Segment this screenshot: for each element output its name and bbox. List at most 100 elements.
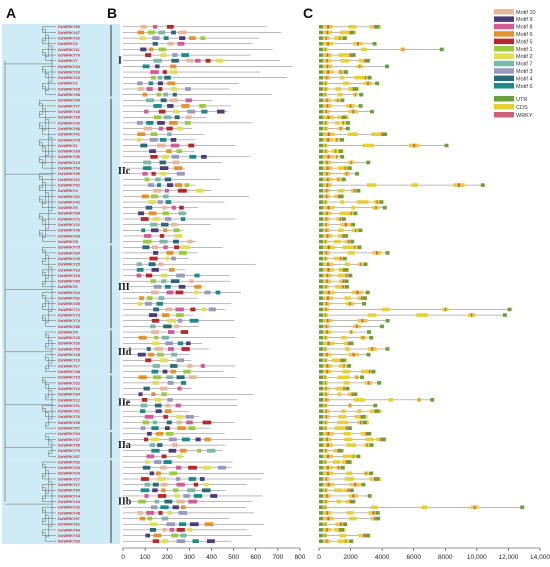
gene-name: DoWRKY73 xyxy=(58,312,81,317)
gene-name: DoWRKY51 xyxy=(58,409,81,414)
cds-box xyxy=(348,25,357,29)
utr-box xyxy=(382,205,387,210)
motif-box xyxy=(161,279,167,284)
gene-name: DoWRKY74 xyxy=(58,318,81,323)
utr-box xyxy=(379,200,384,204)
utr-box xyxy=(349,539,354,543)
utr-box xyxy=(341,177,346,182)
cds-box xyxy=(332,460,341,464)
motif-box xyxy=(166,420,172,425)
motif-box xyxy=(181,347,190,351)
utr-box xyxy=(319,358,323,363)
utr-box xyxy=(319,245,323,250)
motif-box xyxy=(152,217,160,221)
motif-box xyxy=(181,104,190,108)
wrky-domain xyxy=(344,166,346,170)
utr-box xyxy=(319,217,323,221)
motif-box xyxy=(153,251,159,255)
motif-box xyxy=(141,194,149,199)
axis-tick-label: 0 xyxy=(121,554,125,561)
wrky-domain xyxy=(355,228,357,233)
utr-box xyxy=(319,64,323,69)
wrky-domain xyxy=(326,171,328,176)
motif-box xyxy=(169,527,175,532)
motif-box xyxy=(148,81,153,86)
motif-box xyxy=(175,403,181,408)
cds-box xyxy=(342,369,351,374)
motif-box xyxy=(146,511,155,515)
utr-box xyxy=(344,234,349,238)
cds-box xyxy=(347,251,355,255)
motif-box xyxy=(158,126,164,131)
utr-box xyxy=(319,398,323,402)
gene-name: DoWRKY4 xyxy=(58,188,79,193)
legend-label: Motif 2 xyxy=(516,54,533,60)
motif-box xyxy=(186,58,194,63)
wrky-domain xyxy=(324,200,326,204)
motif-box xyxy=(152,24,158,29)
motif-box xyxy=(166,522,176,527)
wrky-domain xyxy=(326,53,329,57)
gene-name: DoWRKY57 xyxy=(58,426,81,431)
motif-box xyxy=(164,177,172,182)
motif-box xyxy=(147,183,155,187)
motif-box xyxy=(172,92,177,97)
legend-swatch xyxy=(494,46,514,52)
axis-tick-label: 400 xyxy=(206,554,217,561)
motif-box xyxy=(167,41,174,46)
cds-box xyxy=(339,533,347,538)
utr-box xyxy=(319,183,323,187)
utr-box xyxy=(350,30,355,35)
motif-box xyxy=(145,98,155,103)
motif-box xyxy=(166,290,174,295)
wrky-domain xyxy=(337,465,340,470)
group-band xyxy=(2,244,120,330)
gene-name: DoWRKY89 xyxy=(58,279,81,284)
utr-box xyxy=(319,460,323,464)
group-label: III xyxy=(118,282,130,293)
utr-box xyxy=(319,516,323,521)
motif-box xyxy=(183,494,190,498)
motif-box xyxy=(190,307,196,312)
motif-box xyxy=(142,64,150,69)
motif-box xyxy=(158,511,163,515)
cds-box xyxy=(337,92,343,97)
motif-box xyxy=(189,522,199,527)
wrky-domain xyxy=(325,539,328,543)
motif-box xyxy=(138,211,145,216)
motif-box xyxy=(160,98,167,103)
wrky-domain xyxy=(352,109,355,114)
motif-box xyxy=(152,36,160,41)
motif-box xyxy=(158,262,164,267)
motif-box xyxy=(136,273,142,278)
motif-box xyxy=(151,426,159,431)
gene-name: DoWRKY76 xyxy=(58,414,81,419)
motif-box xyxy=(139,36,146,41)
cds-box xyxy=(333,149,344,153)
utr-box xyxy=(319,539,323,543)
utr-box xyxy=(319,448,323,453)
utr-box xyxy=(340,155,345,159)
motif-box xyxy=(169,267,175,272)
axis-tick-label: 4000 xyxy=(375,554,390,561)
motif-box xyxy=(164,499,173,504)
motif-box xyxy=(169,121,178,125)
motif-box xyxy=(142,420,149,425)
motif-box xyxy=(144,494,149,498)
utr-box xyxy=(319,92,323,97)
cds-box xyxy=(346,471,353,476)
utr-box xyxy=(342,256,347,261)
wrky-domain xyxy=(326,183,329,187)
utr-box xyxy=(319,522,323,527)
cds-box xyxy=(362,143,375,148)
motif-box xyxy=(164,75,171,80)
wrky-domain xyxy=(327,262,330,267)
utr-box xyxy=(384,64,389,69)
axis-tick-label: 10,000 xyxy=(467,554,487,561)
wrky-domain xyxy=(352,494,355,498)
cds-box xyxy=(421,505,427,510)
utr-box xyxy=(430,398,435,402)
motif-box xyxy=(167,381,174,385)
motif-box xyxy=(169,98,178,103)
cds-box xyxy=(367,313,377,317)
